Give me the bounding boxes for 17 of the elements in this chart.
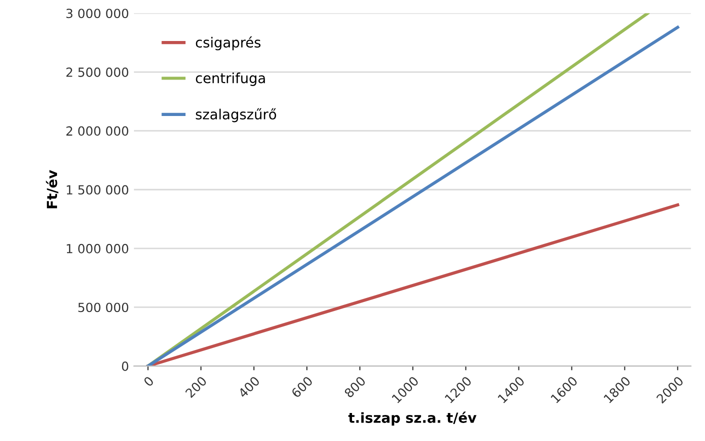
y-tick-label: 500 000 [78, 302, 128, 312]
x-tick-label: 800 [344, 376, 366, 398]
y-tick-label: 2 000 000 [66, 126, 128, 136]
legend-label: centrifuga [196, 72, 265, 86]
legend-label: szalagszűrő [196, 108, 276, 122]
x-tick-label: 200 [184, 376, 208, 398]
y-tick-label: 1 500 000 [66, 185, 128, 195]
x-tick-label: 400 [238, 376, 260, 398]
y-tick-label: 0 [122, 362, 128, 371]
y-tick-label: 1 000 000 [66, 244, 128, 254]
x-tick-label: 0 [143, 376, 154, 387]
legend-label: csigaprés [196, 36, 260, 50]
x-axis-title: t.iszap sz.a. t/év [348, 412, 476, 426]
x-tick-label: 600 [290, 376, 314, 398]
y-tick-label: 2 500 000 [66, 68, 128, 77]
y-tick-label: 3 000 000 [66, 8, 128, 18]
y-axis-title: Ft/év [46, 170, 58, 208]
